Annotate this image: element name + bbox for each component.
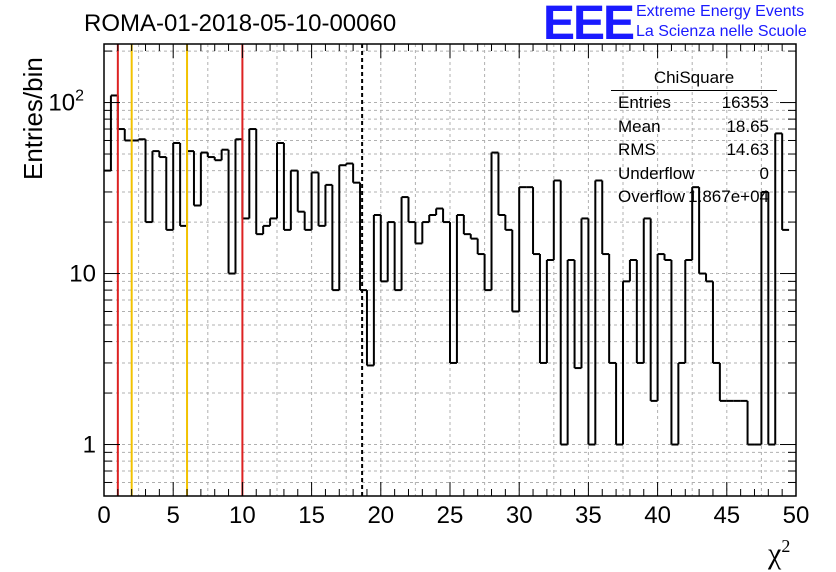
logo-line-2: La Scienza nelle Scuole <box>636 23 807 40</box>
x-tick-label: 20 <box>367 502 394 529</box>
stats-box: ChiSquare Entries 16353 Mean 18.65 RMS 14.6… <box>611 68 777 211</box>
y-axis-label: Entries/bin <box>18 57 48 180</box>
x-tick-label: 5 <box>167 502 180 529</box>
stats-row-overflow: Overflow 1.867e+04 <box>618 187 769 206</box>
stats-row-rms: RMS 14.63 <box>618 140 769 159</box>
x-tick-label: 35 <box>575 502 602 529</box>
x-tick-label: 30 <box>506 502 533 529</box>
reference-lines <box>116 44 364 496</box>
logo-line-1: Extreme Energy Events <box>636 3 805 20</box>
y-tick-label: 10 <box>69 261 96 288</box>
stats-row-mean: Mean 18.65 <box>618 116 769 136</box>
x-axis-label: χ2 <box>768 536 791 570</box>
x-tick-labels: 0 5 10 15 20 25 30 35 40 45 50 <box>97 502 809 529</box>
x-tick-label: 0 <box>97 502 110 529</box>
eee-logo: EEE <box>543 0 635 50</box>
x-tick-label: 40 <box>644 502 671 529</box>
stats-box-title: ChiSquare <box>611 68 777 91</box>
axis-ticks <box>103 44 797 496</box>
y-tick-label: 102 <box>48 88 84 117</box>
y-tick-label: 1 <box>83 432 96 459</box>
y-tick-labels: 1 10 102 <box>48 88 96 459</box>
stats-row-entries: Entries 16353 <box>618 93 769 112</box>
stats-row-underflow: Underflow 0 <box>618 163 769 183</box>
x-tick-label: 50 <box>783 502 810 529</box>
x-tick-label: 15 <box>298 502 325 529</box>
x-tick-label: 25 <box>437 502 464 529</box>
x-tick-label: 45 <box>713 502 740 529</box>
chart-title: ROMA-01-2018-05-10-00060 <box>84 10 397 37</box>
x-tick-label: 10 <box>229 502 256 529</box>
